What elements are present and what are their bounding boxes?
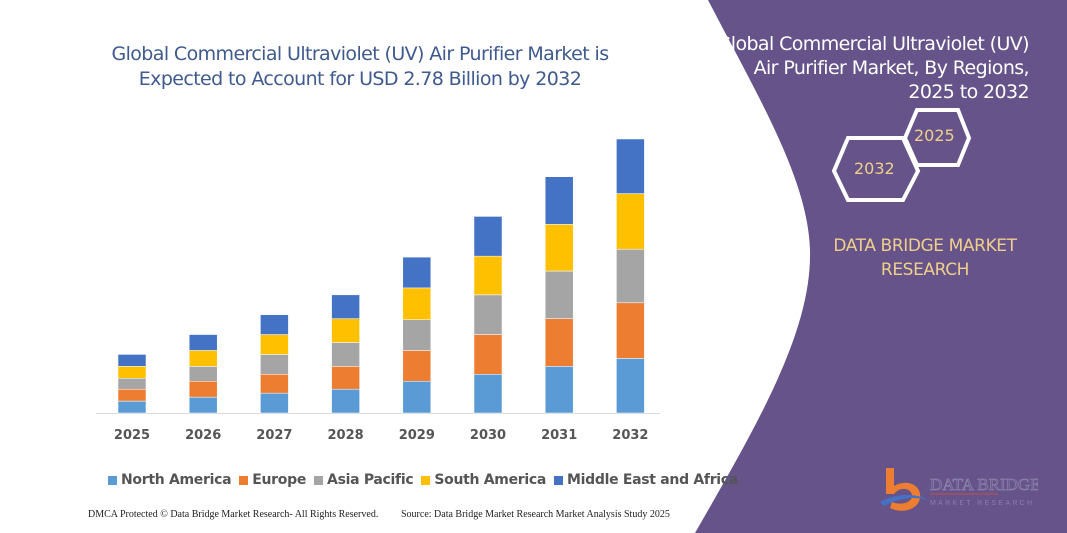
bar-segment-2030-north-america xyxy=(473,374,503,414)
legend-label: Europe xyxy=(252,472,307,488)
bar-segment-2026-middle-east-and-africa xyxy=(188,334,218,351)
stacked-bar-chart: 2025 2026 2027 2028 2029 2030 2031 2032 xyxy=(96,138,660,443)
side-panel-title: Global Commercial Ultraviolet (UV) Air P… xyxy=(716,33,1030,103)
legend-item-middle-east-and-africa: Middle East and Africa xyxy=(554,472,738,488)
bar-segment-2030-asia-pacific xyxy=(473,294,503,335)
legend-label: Asia Pacific xyxy=(327,472,414,488)
logo-text: DATA BRIDGE xyxy=(930,475,1038,494)
bar-segment-2031-south-america xyxy=(544,224,574,272)
bar-segment-2030-europe xyxy=(473,334,503,375)
legend-item-north-america: North America xyxy=(108,472,232,488)
bar-segment-2027-middle-east-and-africa xyxy=(260,314,289,335)
bar-segment-2028-middle-east-and-africa xyxy=(331,294,360,319)
bar-segment-2031-middle-east-and-africa xyxy=(544,176,574,225)
legend-swatch xyxy=(239,475,249,485)
bar-segment-2029-middle-east-and-africa xyxy=(402,256,432,289)
bar-segment-2032-north-america xyxy=(616,358,645,414)
legend-swatch xyxy=(554,475,564,485)
chart-title: Global Commercial Ultraviolet (UV) Air P… xyxy=(111,43,609,90)
legend-swatch xyxy=(421,475,431,485)
bar-segment-2032-europe xyxy=(616,302,645,359)
x-tick-label: 2025 xyxy=(114,428,150,443)
bar-segment-2030-south-america xyxy=(473,255,503,296)
legend-item-south-america: South America xyxy=(421,472,546,488)
bar-segment-2029-north-america xyxy=(402,380,432,414)
legend-swatch xyxy=(108,475,117,485)
x-tick-label: 2029 xyxy=(399,428,435,443)
bar-segment-2030-middle-east-and-africa xyxy=(473,216,503,257)
copyright-footer: DMCA Protected © Data Bridge Market Rese… xyxy=(88,509,379,520)
x-tick-label: 2030 xyxy=(470,428,506,443)
x-tick-label: 2028 xyxy=(328,428,364,443)
hexagon-2032-icon xyxy=(831,136,921,202)
x-tick-label: 2032 xyxy=(612,428,648,443)
x-tick-label: 2026 xyxy=(185,428,221,443)
bar-segment-2029-europe xyxy=(402,350,432,382)
brand-text: DATA BRIDGE MARKET RESEARCH xyxy=(833,236,1017,280)
bar-segment-2031-north-america xyxy=(544,366,574,414)
bar-segment-2032-south-america xyxy=(616,193,645,250)
hex-label-2025: 2025 xyxy=(914,126,955,145)
legend-label: North America xyxy=(121,472,232,488)
legend-item-asia-pacific: Asia Pacific xyxy=(314,472,414,488)
legend-label: Middle East and Africa xyxy=(567,472,738,488)
data-bridge-logo: DATA BRIDGE MARKET RESEARCH xyxy=(878,462,1041,522)
source-footer: Source: Data Bridge Market Research Mark… xyxy=(401,509,670,520)
legend-item-europe: Europe xyxy=(239,472,306,488)
logo-mark-icon: DATA BRIDGE MARKET RESEARCH xyxy=(880,468,1041,511)
logo-subtext: MARKET RESEARCH xyxy=(930,500,1034,507)
bar-segment-2029-asia-pacific xyxy=(402,319,432,351)
x-tick-label: 2027 xyxy=(256,428,292,443)
bar-segment-2029-south-america xyxy=(402,287,432,320)
x-tick-label: 2031 xyxy=(541,428,577,443)
legend-label: South America xyxy=(434,472,547,488)
bar-segment-2025-middle-east-and-africa xyxy=(117,354,147,367)
chart-legend: North America Europe Asia Pacific South Ame… xyxy=(108,472,738,488)
bar-segment-2031-europe xyxy=(544,318,574,367)
bar-segment-2032-middle-east-and-africa xyxy=(616,138,645,194)
hex-label-2032: 2032 xyxy=(854,159,895,178)
legend-swatch xyxy=(314,475,324,485)
bar-segment-2031-asia-pacific xyxy=(544,270,574,319)
